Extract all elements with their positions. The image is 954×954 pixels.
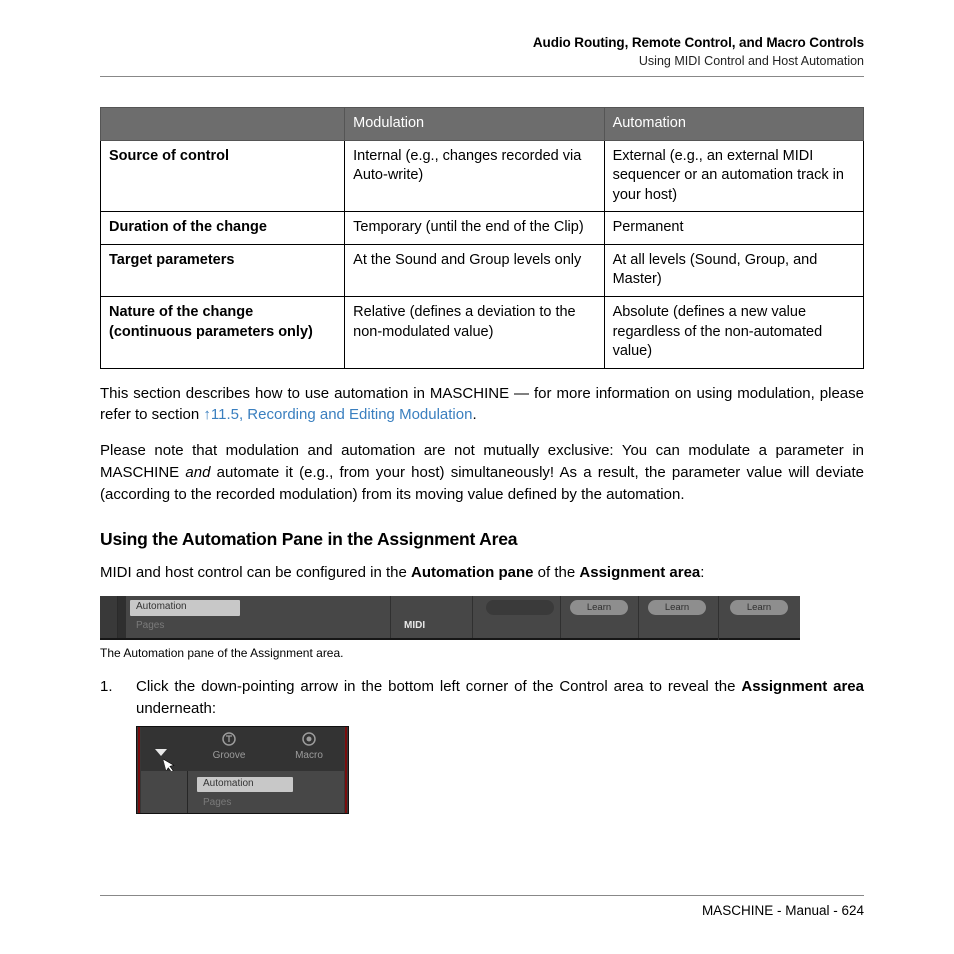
table-row: Target parameters At the Sound and Group… [101, 244, 864, 296]
tab-label: Macro [269, 750, 349, 761]
section-heading: Using the Automation Pane in the Assignm… [100, 529, 864, 550]
table-header-modulation: Modulation [345, 108, 604, 141]
groove-tab[interactable]: Groove [189, 731, 269, 761]
tab-label: Groove [189, 750, 269, 761]
table-header-blank [101, 108, 345, 141]
groove-icon [221, 731, 237, 747]
cell: Internal (e.g., changes recorded via Aut… [345, 140, 604, 212]
divider [472, 596, 473, 638]
row-label: Target parameters [101, 244, 345, 296]
section-subtitle: Using MIDI Control and Host Automation [100, 54, 864, 68]
divider [390, 596, 391, 638]
bold-term: Assignment area [741, 678, 864, 695]
cell: At the Sound and Group levels only [345, 244, 604, 296]
footer-rule [100, 895, 864, 896]
page-footer: MASCHINE - Manual - 624 [702, 903, 864, 918]
learn-button[interactable]: Learn [570, 600, 628, 615]
paragraph: This section describes how to use automa… [100, 383, 864, 427]
macro-tab[interactable]: Macro [269, 731, 349, 761]
assignment-area-screenshot: Groove Macro Automation Pages [136, 726, 349, 814]
text: automate it (e.g., from your host) simul… [100, 464, 864, 503]
xref-link[interactable]: ↑11.5, Recording and Editing Modulation [203, 406, 472, 423]
paragraph: MIDI and host control can be configured … [100, 562, 864, 584]
divider [187, 771, 188, 813]
pages-label: Pages [203, 797, 231, 808]
text: of the [534, 564, 580, 581]
midi-label: MIDI [404, 620, 425, 631]
cell: Temporary (until the end of the Clip) [345, 212, 604, 245]
text: . [472, 406, 476, 423]
divider [638, 596, 639, 638]
text: MIDI and host control can be configured … [100, 564, 411, 581]
text: Click the down-pointing arrow in the bot… [136, 678, 741, 695]
divider [560, 596, 561, 638]
learn-button[interactable]: Learn [648, 600, 706, 615]
cell: Permanent [604, 212, 863, 245]
step-number: 1. [100, 676, 136, 720]
comparison-table: Modulation Automation Source of control … [100, 107, 864, 369]
pane-edge [100, 596, 118, 638]
row-label: Duration of the change [101, 212, 345, 245]
paragraph: Please note that modulation and automati… [100, 440, 864, 505]
table-row: Duration of the change Temporary (until … [101, 212, 864, 245]
pane-edge [118, 596, 126, 638]
pages-label: Pages [136, 620, 164, 631]
emphasis: and [185, 464, 210, 481]
divider [718, 596, 719, 640]
chapter-title: Audio Routing, Remote Control, and Macro… [100, 35, 864, 50]
learn-button[interactable]: Learn [730, 600, 788, 615]
figure-caption: The Automation pane of the Assignment ar… [100, 646, 864, 660]
row-label: Nature of the change (continuous paramet… [101, 296, 345, 368]
step-item: 1. Click the down-pointing arrow in the … [100, 676, 864, 720]
accent-bar [138, 727, 140, 813]
header-rule [100, 76, 864, 77]
macro-icon [301, 731, 317, 747]
table-header-automation: Automation [604, 108, 863, 141]
parameter-slot[interactable] [486, 600, 554, 615]
table-row: Nature of the change (continuous paramet… [101, 296, 864, 368]
bold-term: Automation pane [411, 564, 534, 581]
automation-tab[interactable]: Automation [130, 600, 240, 616]
row-label: Source of control [101, 140, 345, 212]
cell: Absolute (defines a new value regardless… [604, 296, 863, 368]
cell: At all levels (Sound, Group, and Master) [604, 244, 863, 296]
text: underneath: [136, 700, 216, 717]
automation-tab[interactable]: Automation [197, 777, 293, 792]
table-row: Source of control Internal (e.g., change… [101, 140, 864, 212]
text: : [700, 564, 704, 581]
cell: External (e.g., an external MIDI sequenc… [604, 140, 863, 212]
automation-pane-screenshot: Automation Pages MIDI Learn Learn Learn [100, 596, 800, 640]
cell: Relative (defines a deviation to the non… [345, 296, 604, 368]
bold-term: Assignment area [579, 564, 700, 581]
